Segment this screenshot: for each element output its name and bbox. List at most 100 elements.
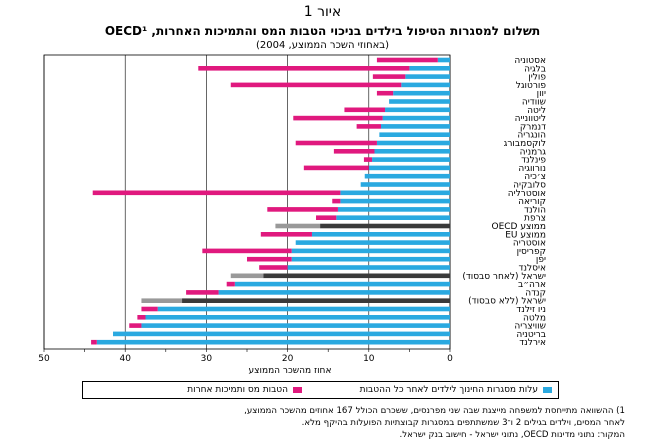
- bar-benefits: [186, 290, 219, 295]
- x-tick-label: 30: [201, 354, 213, 364]
- bar-net: [379, 132, 450, 137]
- bar-net: [234, 281, 450, 287]
- category-label: ניו זילנד: [516, 305, 546, 315]
- category-label: יפן: [536, 255, 546, 265]
- category-label: אסטוניה: [514, 56, 546, 66]
- category-label: הונגריה: [517, 131, 546, 141]
- bar-benefits: [332, 198, 341, 204]
- category-label: פולין: [528, 73, 546, 83]
- bar-net: [96, 339, 450, 345]
- bar-net: [291, 256, 450, 262]
- x-tick-label: 10: [363, 354, 375, 364]
- category-label: ישראל (לאחר סבסוד): [462, 272, 546, 282]
- bar-chart: 0 10 20 30 40 50 אחוז מהשכר הממוצע אסטוניהבלגיה…: [38, 54, 547, 376]
- category-label: בריטניה: [516, 330, 546, 340]
- chart-title: תשלום למסגרות הטיפול בילדים בניכוי הטבות…: [104, 24, 541, 38]
- category-label: ארה״ב: [518, 280, 546, 290]
- category-label: סלובקיה: [513, 181, 546, 191]
- x-tick-label: 20: [282, 354, 294, 364]
- bar-net: [113, 331, 451, 337]
- bar-net: [360, 182, 450, 187]
- legend-swatch-net: [543, 387, 552, 393]
- bar-net: [263, 273, 450, 279]
- bar-benefits: [260, 232, 312, 237]
- bar-net: [376, 140, 450, 146]
- bar-net: [368, 165, 450, 171]
- category-label: דנמרק: [520, 122, 546, 132]
- category-label: איסלנד: [518, 264, 546, 274]
- bar-net: [401, 82, 450, 88]
- bar-benefits: [333, 149, 375, 154]
- bar-net: [145, 315, 450, 320]
- x-tick-label: 0: [447, 354, 453, 364]
- chart-legend: עלות מסגרות החינוך לילדים לאחר כל ההטבות…: [82, 381, 559, 399]
- category-label: קפריסין: [517, 247, 546, 257]
- bar-net: [218, 290, 450, 295]
- bar-net: [157, 306, 450, 312]
- bar-benefits: [267, 207, 338, 212]
- category-label: ליטה: [527, 106, 546, 116]
- bar-benefits: [303, 165, 369, 171]
- bar-net: [372, 157, 450, 162]
- bar-benefits: [356, 124, 381, 129]
- category-label: מלטה: [523, 313, 546, 323]
- bar-benefits: [247, 256, 292, 262]
- bar-net: [182, 298, 451, 303]
- category-label: צ׳כיה: [524, 172, 546, 182]
- bar-net: [380, 124, 450, 129]
- bar-benefits: [376, 57, 438, 63]
- bar-net: [311, 232, 450, 237]
- bar-benefits: [376, 90, 394, 96]
- legend-label-net: עלות מסגרות החינוך לילדים לאחר כל ההטבות: [359, 385, 538, 395]
- bar-net: [409, 66, 450, 71]
- bar-benefits: [295, 140, 377, 146]
- bar-net: [393, 90, 450, 96]
- footnote-1: 1) ההשוואה מתייחסת למשפחה מייצגת שבה שני…: [244, 406, 625, 416]
- category-label: קנדה: [525, 288, 546, 298]
- category-label: אוסטריה: [513, 239, 546, 249]
- bar-benefits: [293, 115, 383, 121]
- bar-benefits: [202, 248, 292, 254]
- bar-net: [287, 265, 450, 270]
- figure-label: איור 1: [303, 4, 342, 20]
- category-label: ממוצע OECD: [491, 222, 546, 232]
- category-label: צרפת: [524, 214, 546, 224]
- bar-net: [382, 115, 450, 121]
- category-label: לוקסמבורג: [504, 139, 546, 149]
- bar-net: [141, 323, 450, 328]
- bar-net: [374, 149, 450, 154]
- category-label: גרמניה: [520, 147, 547, 157]
- bar-benefits: [316, 215, 337, 220]
- category-label: ליטוונייה: [515, 114, 546, 124]
- bar-benefits: [372, 74, 406, 79]
- bar-net: [340, 198, 450, 204]
- bar-benefits: [137, 315, 146, 320]
- bar-benefits: [275, 223, 321, 229]
- bar-benefits: [259, 265, 288, 270]
- category-label: שוודיה: [522, 98, 546, 108]
- bar-benefits: [92, 190, 341, 196]
- bar-benefits: [91, 339, 97, 345]
- bar-benefits: [226, 281, 235, 287]
- category-label: ישראל (ללא סבסוד): [468, 297, 546, 307]
- category-label: יוון: [537, 89, 546, 99]
- category-label: אוסטרליה: [508, 189, 546, 199]
- category-label: ממוצע EU: [505, 230, 546, 240]
- legend-swatch-benefits: [293, 387, 302, 393]
- category-label: פורטוגל: [516, 81, 547, 91]
- footnote-2: לאחר המסים, וילדים בגילים 2 ו־3 שמשתתפים…: [301, 418, 625, 428]
- bar-net: [405, 74, 450, 79]
- bar-net: [385, 107, 450, 113]
- footnotes: 1) ההשוואה מתייחסת למשפחה מייצגת שבה שני…: [15, 405, 625, 441]
- bar-net: [364, 173, 450, 179]
- bar-net: [340, 190, 450, 196]
- bar-benefits: [344, 107, 386, 113]
- bar-benefits: [129, 323, 142, 328]
- bar-benefits: [230, 82, 402, 88]
- legend-item-benefits: הטבות מס ותמיכות אחרות: [187, 382, 302, 398]
- bar-benefits: [141, 298, 183, 303]
- bar-net: [389, 99, 450, 104]
- bar-net: [336, 215, 450, 220]
- source-note: המקור: נתוני מדינות OECD, נתוני ישראל - …: [399, 430, 626, 440]
- x-tick-label: 50: [38, 354, 50, 364]
